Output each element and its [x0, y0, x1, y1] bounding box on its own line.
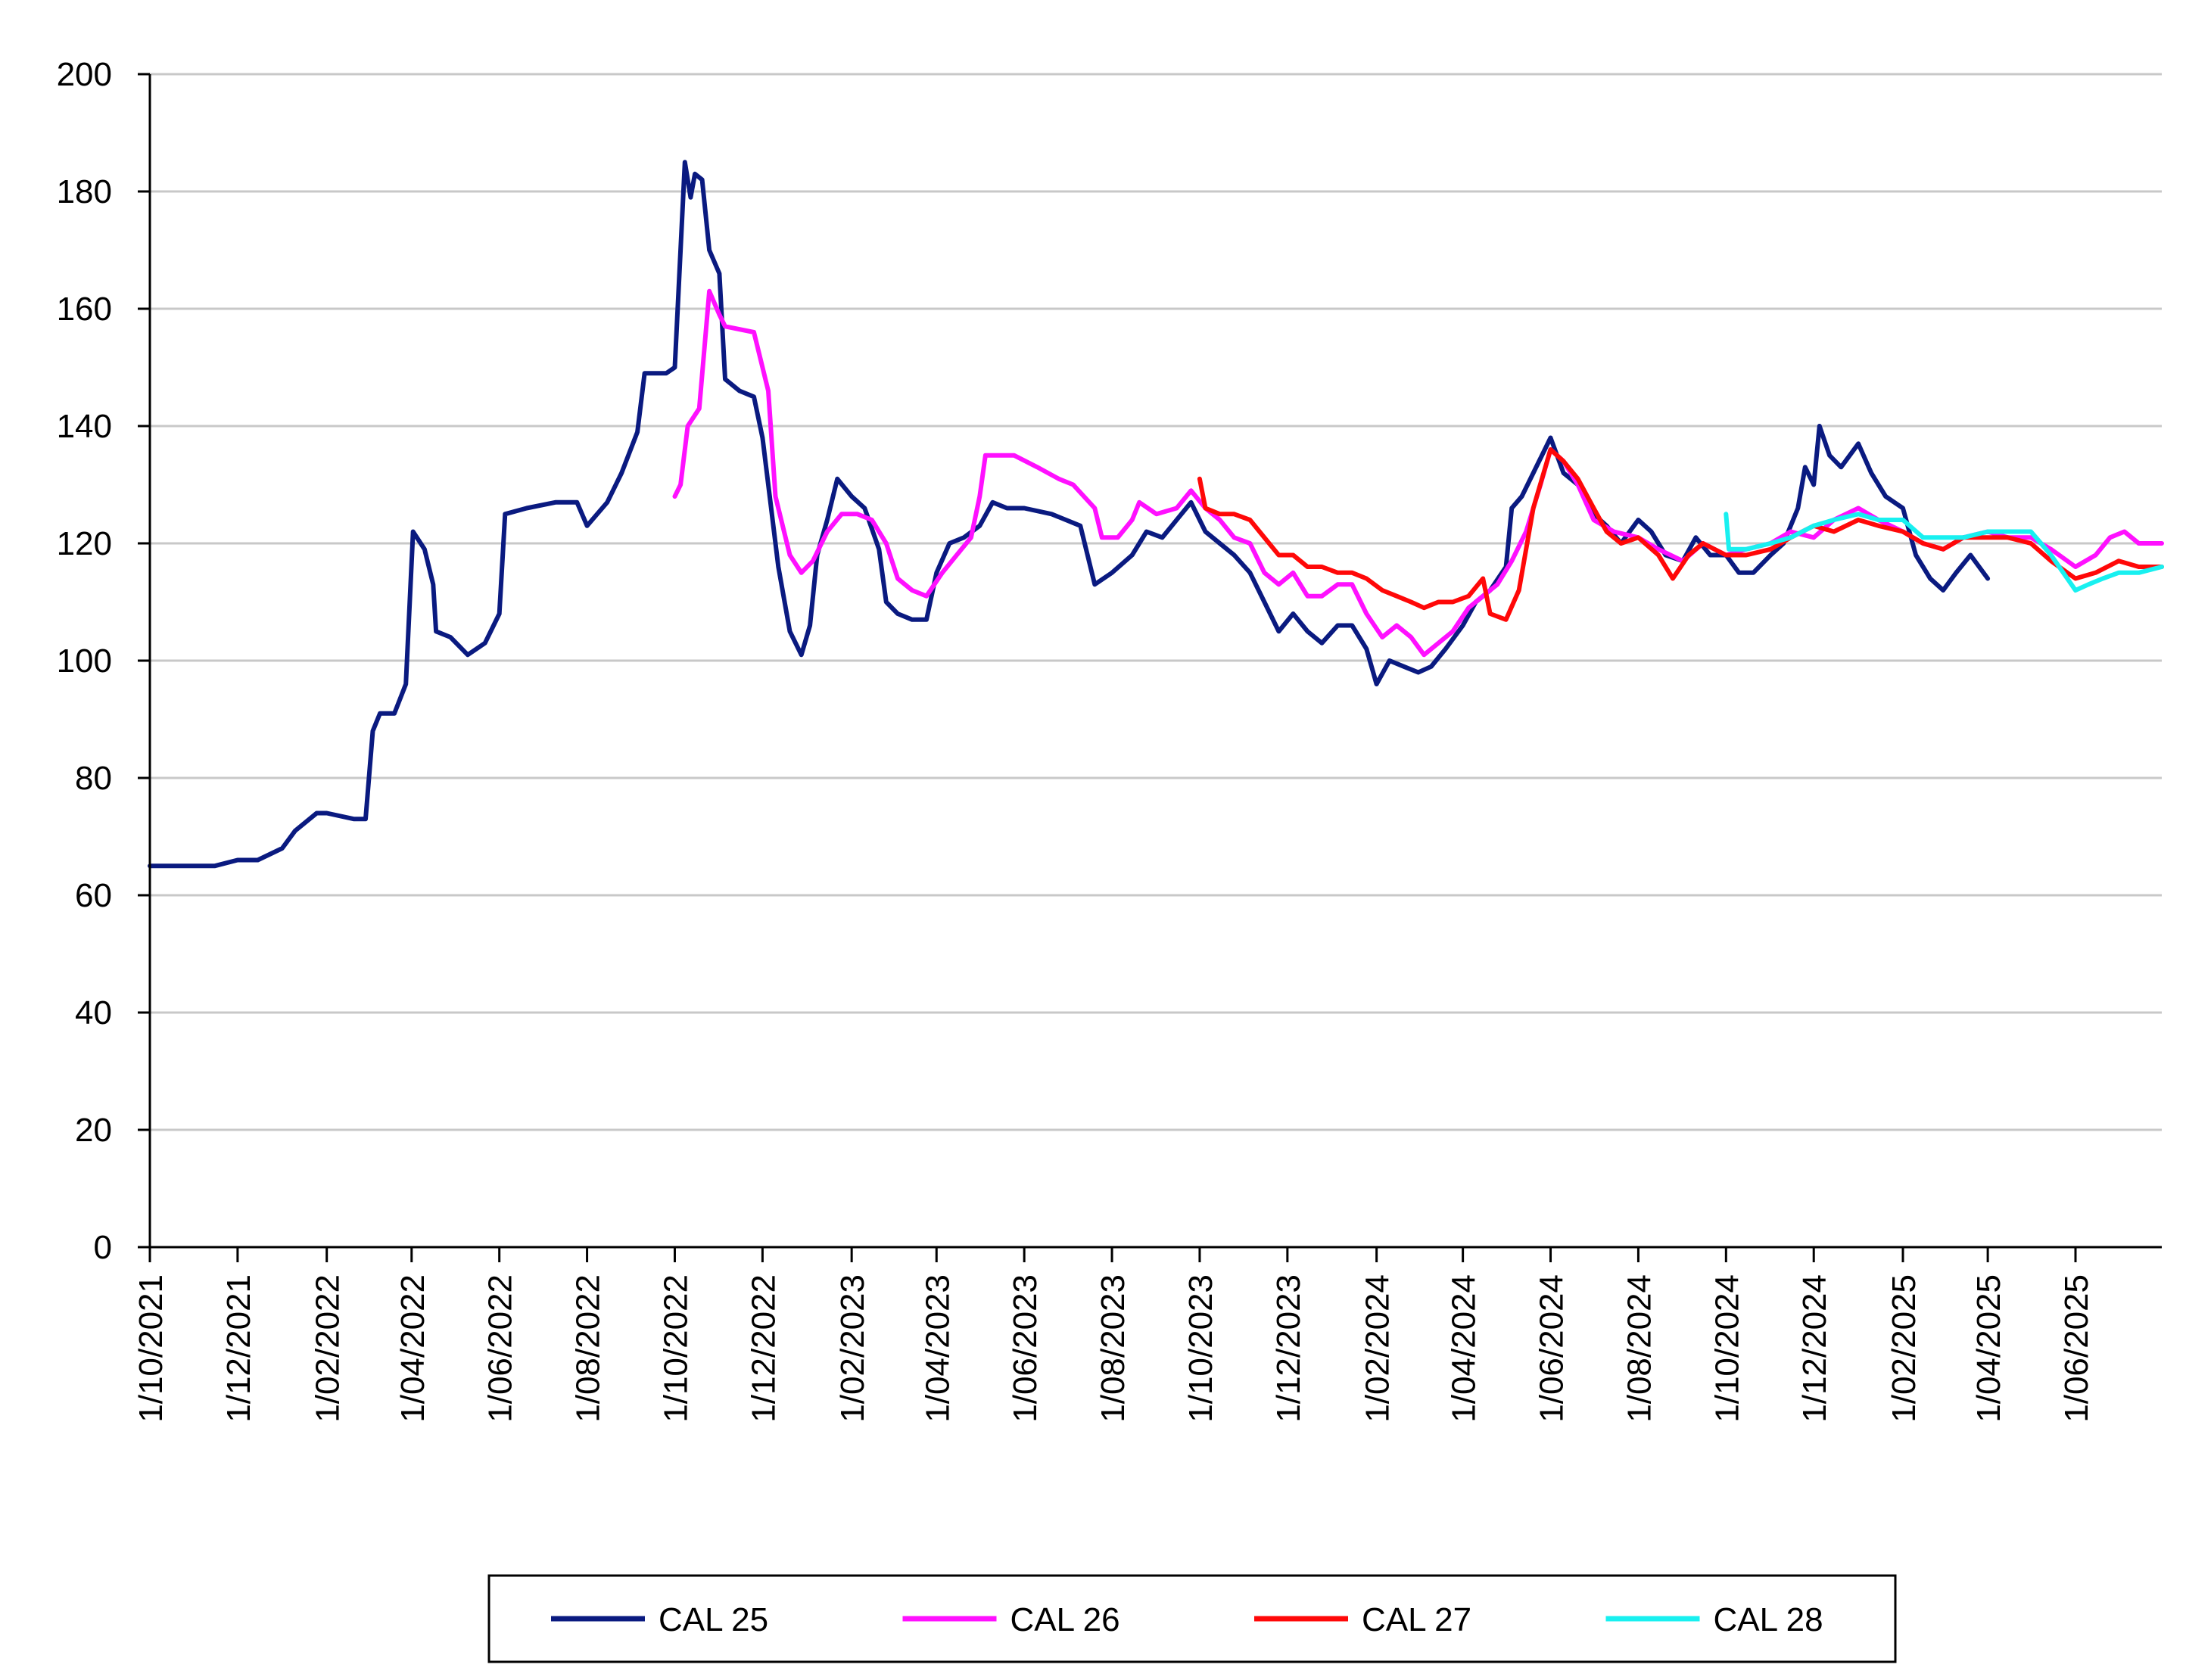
- x-tick-label: 1/12/2022: [745, 1274, 782, 1423]
- y-tick-label: 60: [75, 877, 112, 914]
- x-tick-label: 1/06/2025: [2058, 1274, 2095, 1423]
- x-tick-label: 1/10/2022: [657, 1274, 694, 1423]
- x-tick-label: 1/02/2023: [834, 1274, 871, 1423]
- legend-label: CAL 25: [659, 1601, 768, 1638]
- y-tick-label: 20: [75, 1112, 112, 1149]
- y-tick-label: 40: [75, 994, 112, 1031]
- x-tick-label: 1/10/2024: [1708, 1274, 1745, 1423]
- x-tick-label: 1/08/2022: [570, 1274, 607, 1423]
- x-tick-label: 1/12/2021: [220, 1274, 257, 1423]
- legend: CAL 25 CAL 26 CAL 27 CAL 28: [487, 1574, 1897, 1663]
- x-tick-label: 1/06/2023: [1007, 1274, 1044, 1423]
- gridlines: [150, 73, 2162, 1131]
- series-line-cal-27: [1197, 447, 2164, 622]
- x-tick-label: 1/04/2022: [394, 1274, 431, 1423]
- y-tick-label: 180: [57, 173, 112, 210]
- x-tick-label: 1/02/2025: [1886, 1274, 1923, 1423]
- x-tick-label: 1/10/2023: [1182, 1274, 1219, 1423]
- y-tick-label: 0: [94, 1229, 112, 1266]
- series-lines: [148, 160, 2164, 869]
- legend-label: CAL 28: [1714, 1601, 1823, 1638]
- x-tick-label: 1/08/2024: [1621, 1274, 1658, 1423]
- x-tick-label: 1/04/2023: [919, 1274, 956, 1423]
- series-line-cal-26: [672, 288, 2164, 658]
- x-tick-label: 1/02/2022: [310, 1274, 347, 1423]
- x-tick-label: 1/12/2024: [1796, 1274, 1833, 1423]
- series-line-cal-28: [1724, 512, 2164, 593]
- legend-label: CAL 26: [1010, 1601, 1120, 1638]
- x-axis-ticks: 1/10/2021 1/12/2021 1/02/2022 1/04/2022 1/06…: [132, 1247, 2095, 1423]
- y-tick-label: 120: [57, 525, 112, 562]
- x-tick-label: 1/06/2022: [482, 1274, 519, 1423]
- y-tick-label: 200: [57, 56, 112, 93]
- series-line-cal-25: [148, 160, 1991, 869]
- x-tick-label: 1/02/2024: [1359, 1274, 1397, 1423]
- y-axis-ticks: 0 20 40 60 80 100 120 140 160 180 200: [57, 56, 150, 1266]
- x-tick-label: 1/06/2024: [1534, 1274, 1571, 1423]
- legend-label: CAL 27: [1362, 1601, 1471, 1638]
- x-tick-label: 1/04/2025: [1970, 1274, 2007, 1423]
- x-tick-label: 1/08/2023: [1095, 1274, 1132, 1423]
- y-tick-label: 140: [57, 408, 112, 445]
- y-tick-label: 100: [57, 642, 112, 680]
- y-tick-label: 160: [57, 291, 112, 328]
- x-tick-label: 1/12/2023: [1270, 1274, 1307, 1423]
- x-tick-label: 1/10/2021: [132, 1274, 170, 1423]
- x-tick-label: 1/04/2024: [1446, 1274, 1483, 1423]
- y-tick-label: 80: [75, 760, 112, 797]
